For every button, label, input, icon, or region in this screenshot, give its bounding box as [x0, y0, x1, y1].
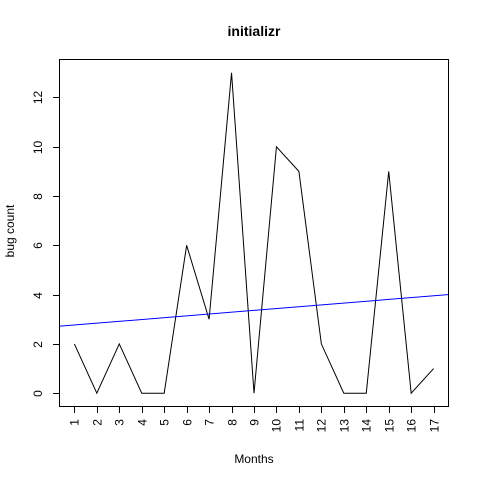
x-tick-label: 5 [158, 419, 172, 426]
x-axis-label: Months [234, 452, 273, 466]
x-tick-label: 7 [203, 419, 217, 426]
x-tick-label: 16 [405, 419, 419, 433]
x-tick-label: 15 [383, 419, 397, 433]
x-tick-label: 8 [226, 419, 240, 426]
y-tick-label: 4 [31, 292, 45, 299]
x-tick-label: 14 [360, 419, 374, 433]
y-tick-label: 12 [31, 91, 45, 105]
x-tick-label: 1 [68, 419, 82, 426]
plot-frame [59, 59, 449, 407]
y-tick-label: 0 [31, 390, 45, 397]
x-tick-label: 13 [338, 419, 352, 433]
x-tick-label: 11 [293, 419, 307, 432]
x-tick-label: 4 [136, 419, 150, 426]
x-tick-label: 12 [315, 419, 329, 433]
x-tick-label: 6 [181, 419, 195, 426]
x-tick-label: 3 [113, 419, 127, 426]
y-tick-label: 6 [31, 242, 45, 249]
trend-line [59, 294, 449, 327]
x-tick-label: 9 [248, 419, 262, 426]
series-layer [59, 72, 449, 395]
x-tick-label: 17 [428, 419, 442, 433]
y-tick-label: 2 [31, 341, 45, 348]
y-axis-label: bug count [3, 204, 17, 257]
series-line [73, 72, 434, 395]
y-tick-label: 8 [31, 193, 45, 200]
x-tick-label: 10 [270, 419, 284, 433]
x-tick-label: 2 [91, 419, 105, 426]
y-tick-label: 10 [31, 141, 45, 155]
chart-title: initializr [228, 23, 281, 39]
